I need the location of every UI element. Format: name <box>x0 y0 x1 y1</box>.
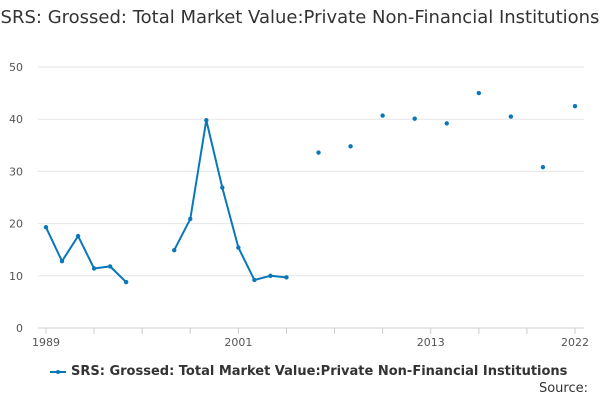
data-point <box>572 103 578 109</box>
data-point <box>380 113 385 118</box>
y-tick-label: 10 <box>9 270 23 283</box>
data-point <box>284 275 289 280</box>
source-label: Source: <box>538 381 588 396</box>
gridlines <box>38 66 584 329</box>
data-point <box>220 185 225 190</box>
x-tick-label: 1989 <box>32 336 60 349</box>
data-point <box>75 233 81 239</box>
x-tick-label: 2013 <box>417 336 445 349</box>
series-line <box>173 119 288 281</box>
data-point <box>540 165 546 170</box>
data-point <box>444 121 449 126</box>
data-point <box>252 277 257 283</box>
series-line <box>45 226 128 284</box>
data-point <box>508 114 514 119</box>
y-axis: 0 10 20 30 40 50 <box>9 61 23 335</box>
legend-label: SRS: Grossed: Total Market Value:Private… <box>71 364 568 379</box>
chart-title: SRS: Grossed: Total Market Value:Private… <box>0 7 600 28</box>
y-tick-label: 50 <box>9 61 23 74</box>
y-tick-label: 30 <box>9 165 23 178</box>
data-point <box>59 258 65 264</box>
data-point <box>204 118 209 123</box>
y-tick-label: 20 <box>9 218 23 231</box>
data-point <box>107 264 113 269</box>
x-tick-label: 2001 <box>224 336 252 349</box>
data-point <box>123 279 129 285</box>
data-point <box>91 266 97 271</box>
data-point <box>188 216 193 222</box>
data-point <box>236 245 241 250</box>
data-point <box>172 248 177 253</box>
legend-line-icon <box>50 367 66 377</box>
data-point <box>348 144 353 149</box>
data-point <box>316 150 321 155</box>
data-point <box>476 90 482 96</box>
x-axis: 1989 2001 2013 2022 <box>32 328 589 349</box>
legend[interactable]: SRS: Grossed: Total Market Value:Private… <box>50 364 567 379</box>
x-tick-label: 2022 <box>561 336 589 349</box>
y-tick-label: 0 <box>16 322 23 335</box>
data-point <box>268 273 273 278</box>
series-group <box>43 90 578 285</box>
y-tick-label: 40 <box>9 113 23 126</box>
data-point <box>412 116 417 121</box>
data-point <box>43 225 49 230</box>
